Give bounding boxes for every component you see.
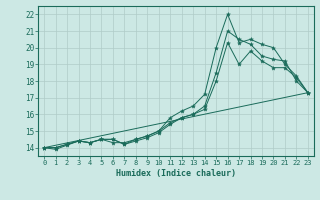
X-axis label: Humidex (Indice chaleur): Humidex (Indice chaleur) <box>116 169 236 178</box>
